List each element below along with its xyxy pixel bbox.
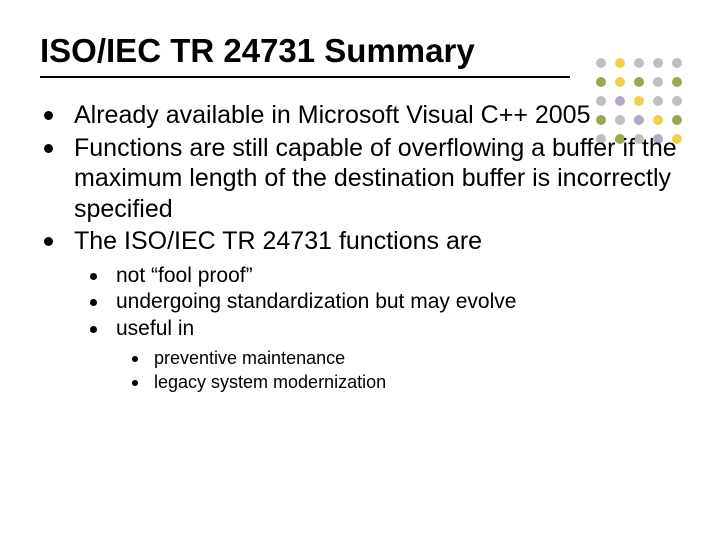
- bullet-text: Already available in Microsoft Visual C+…: [74, 101, 591, 129]
- list-item: The ISO/IEC TR 24731 functions are not “…: [40, 226, 680, 394]
- bullet-list-level1: Already available in Microsoft Visual C+…: [40, 100, 680, 394]
- dot-icon: [653, 58, 663, 68]
- bullet-list-level3: preventive maintenance legacy system mod…: [130, 347, 680, 394]
- list-item: undergoing standardization but may evolv…: [88, 289, 680, 316]
- bullet-list-level2: not “fool proof” undergoing standardizat…: [88, 263, 680, 394]
- dot-icon: [653, 77, 663, 87]
- list-item: Functions are still capable of overflowi…: [40, 133, 680, 225]
- bullet-text: useful in: [116, 317, 194, 340]
- dot-icon: [615, 77, 625, 87]
- list-item: legacy system modernization: [130, 371, 680, 394]
- list-item: Already available in Microsoft Visual C+…: [40, 100, 680, 131]
- dot-icon: [634, 77, 644, 87]
- bullet-text: preventive maintenance: [154, 348, 345, 368]
- list-item: useful in preventive maintenance legacy …: [88, 316, 680, 394]
- dot-icon: [596, 58, 606, 68]
- bullet-text: not “fool proof”: [116, 264, 253, 287]
- dot-icon: [634, 58, 644, 68]
- bullet-text: undergoing standardization but may evolv…: [116, 290, 516, 313]
- dot-icon: [615, 58, 625, 68]
- bullet-text: The ISO/IEC TR 24731 functions are: [74, 227, 482, 255]
- dot-icon: [672, 77, 682, 87]
- list-item: preventive maintenance: [130, 347, 680, 370]
- slide: ISO/IEC TR 24731 Summary Already availab…: [0, 0, 720, 540]
- list-item: not “fool proof”: [88, 263, 680, 290]
- bullet-text: legacy system modernization: [154, 372, 386, 392]
- bullet-text: Functions are still capable of overflowi…: [74, 134, 677, 223]
- title-underline: [40, 76, 570, 78]
- dot-icon: [596, 77, 606, 87]
- dot-icon: [672, 58, 682, 68]
- slide-title: ISO/IEC TR 24731 Summary: [40, 32, 680, 70]
